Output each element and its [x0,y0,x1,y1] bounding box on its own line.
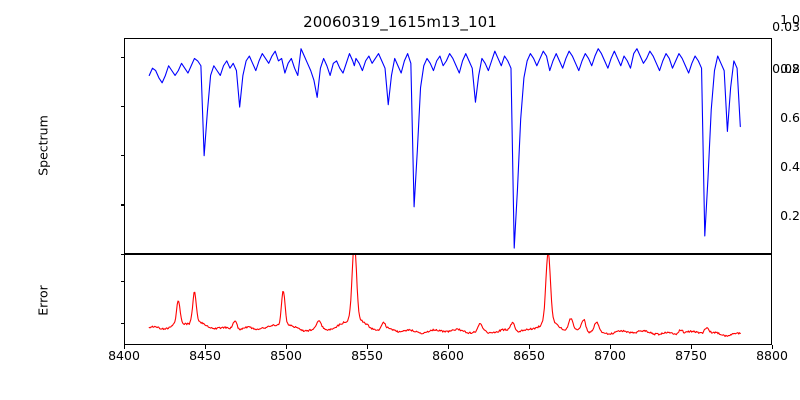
spectrum-ytick-label: 0.4 [780,158,800,174]
xtick-label: 8600 [432,348,464,363]
spectrum-axis-label: Spectrum [35,115,51,176]
error-plot [148,255,741,338]
xtick-label: 8700 [594,348,626,363]
error-ytick-labels: 0.02 0.03 [0,19,800,307]
spectrum-ytick-label: 1.0 [780,11,800,27]
xtick-label: 8750 [675,348,707,363]
xtick-label: 8800 [756,348,788,363]
xtick-label: 8650 [513,348,545,363]
tick-mark [204,345,206,349]
error-panel [124,254,772,345]
tick-mark [120,204,124,206]
tick-mark [528,345,530,349]
error-ytick-label: 0.02 [772,61,800,77]
error-axis-label: Error [35,285,51,316]
spectrum-plot [148,48,741,249]
tick-mark [285,345,287,349]
tick-mark [771,345,773,349]
tick-mark [120,155,124,157]
tick-mark [690,345,692,349]
spectrum-ytick-label: 0.2 [780,208,800,223]
chart-title: 20060319_1615m13_101 [303,13,497,31]
spectrum-series-line [148,48,741,249]
tick-mark [609,345,611,349]
spectrum-ytick-label: 0.6 [780,109,800,125]
xtick-label: 8500 [270,348,302,363]
tick-mark [120,253,124,255]
error-ytick-label: 0.03 [772,19,800,35]
xtick-label: 8550 [351,348,383,363]
xtick-label: 8400 [108,348,140,363]
spectrum-panel [124,38,772,254]
tick-mark [120,322,124,324]
error-series-line [148,255,741,338]
tick-mark [366,345,368,349]
tick-mark [120,57,124,59]
tick-mark [123,345,125,349]
spectrum-ytick-label: 0.8 [780,60,800,76]
xtick-label: 8450 [189,348,221,363]
tick-mark [120,106,124,108]
tick-mark [447,345,449,349]
spectrum-ytick-labels: 0.2 0.4 0.6 0.8 1.0 [780,11,800,223]
tick-mark [120,280,124,282]
